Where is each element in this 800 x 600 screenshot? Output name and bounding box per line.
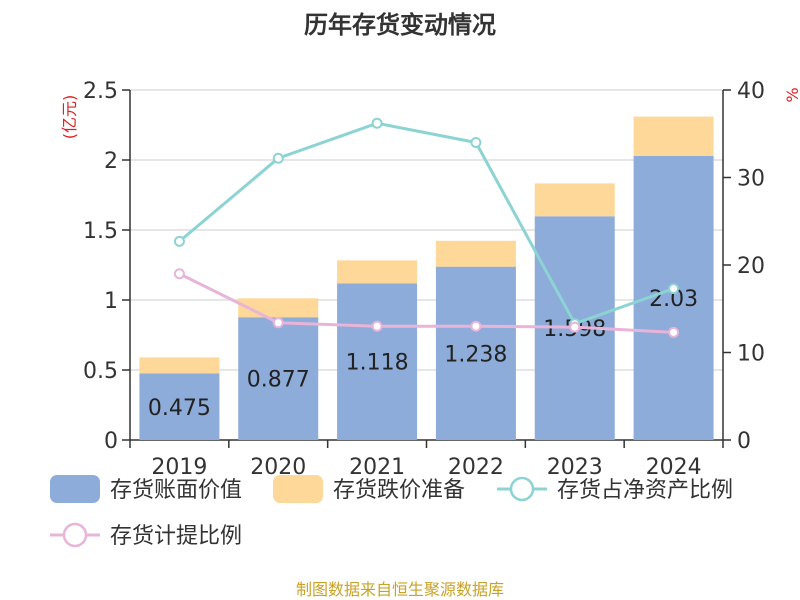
right-tick-label: 10 xyxy=(737,342,765,367)
line-point xyxy=(470,320,482,332)
legend-label: 存货跌价准备 xyxy=(333,478,465,503)
x-tick-label: 2022 xyxy=(448,455,504,480)
legend-swatch xyxy=(273,475,323,503)
left-tick-label: 0 xyxy=(104,429,118,454)
right-tick-label: 40 xyxy=(737,79,765,104)
bar-impairment-reserve xyxy=(139,357,220,374)
right-tick-label: 0 xyxy=(737,429,751,454)
line-inventory-to-net-assets xyxy=(178,121,675,326)
legend-label: 存货计提比例 xyxy=(110,524,242,549)
lines xyxy=(173,117,680,338)
right-tick-label: 30 xyxy=(737,167,765,192)
x-tick-label: 2023 xyxy=(547,455,603,480)
source-note: 制图数据来自恒生聚源数据库 xyxy=(296,580,504,599)
chart-title: 历年存货变动情况 xyxy=(304,11,496,39)
legend-marker xyxy=(62,522,88,548)
left-tick-label: 2.5 xyxy=(83,79,118,104)
legend-label: 存货账面价值 xyxy=(110,478,242,503)
line-point xyxy=(470,137,482,148)
left-tick-label: 1 xyxy=(104,289,118,314)
bar-value-label: 0.475 xyxy=(148,396,211,421)
left-tick-label: 0.5 xyxy=(83,359,118,384)
bar-value-label: 1.118 xyxy=(346,351,409,376)
left-tick-label: 2 xyxy=(104,149,118,174)
legend-swatch xyxy=(50,475,100,503)
bar-impairment-reserve xyxy=(337,260,418,284)
legend-label: 存货占净资产比例 xyxy=(557,478,733,503)
x-tick-label: 2021 xyxy=(349,455,405,480)
legend-marker xyxy=(509,476,535,502)
bar-book-value xyxy=(238,317,319,440)
line-point xyxy=(173,235,185,247)
right-tick-label: 20 xyxy=(737,254,765,279)
bar-value-label: 0.877 xyxy=(247,368,310,393)
line-impairment-ratio xyxy=(178,272,674,334)
bar-book-value xyxy=(139,373,220,440)
bar-value-label: 1.238 xyxy=(444,342,507,367)
right-axis-unit: % xyxy=(783,87,800,102)
bar-book-value xyxy=(435,266,516,440)
bars xyxy=(139,116,714,441)
line-point xyxy=(569,321,581,333)
bar-impairment-reserve xyxy=(435,240,516,267)
left-tick-label: 1.5 xyxy=(83,219,118,244)
line-point xyxy=(668,283,680,295)
line-point xyxy=(668,326,680,338)
x-tick-label: 2019 xyxy=(151,455,207,480)
x-tick-label: 2024 xyxy=(646,455,702,480)
bar-impairment-reserve xyxy=(633,116,714,156)
bar-impairment-reserve xyxy=(534,183,615,217)
bar-book-value xyxy=(337,283,418,440)
line-point xyxy=(371,117,383,129)
line-point xyxy=(173,268,185,280)
line-point xyxy=(272,152,284,164)
grid-lines xyxy=(130,89,723,371)
line-point xyxy=(371,320,383,332)
line-point xyxy=(272,317,284,329)
left-axis-unit: (亿元) xyxy=(60,95,79,140)
